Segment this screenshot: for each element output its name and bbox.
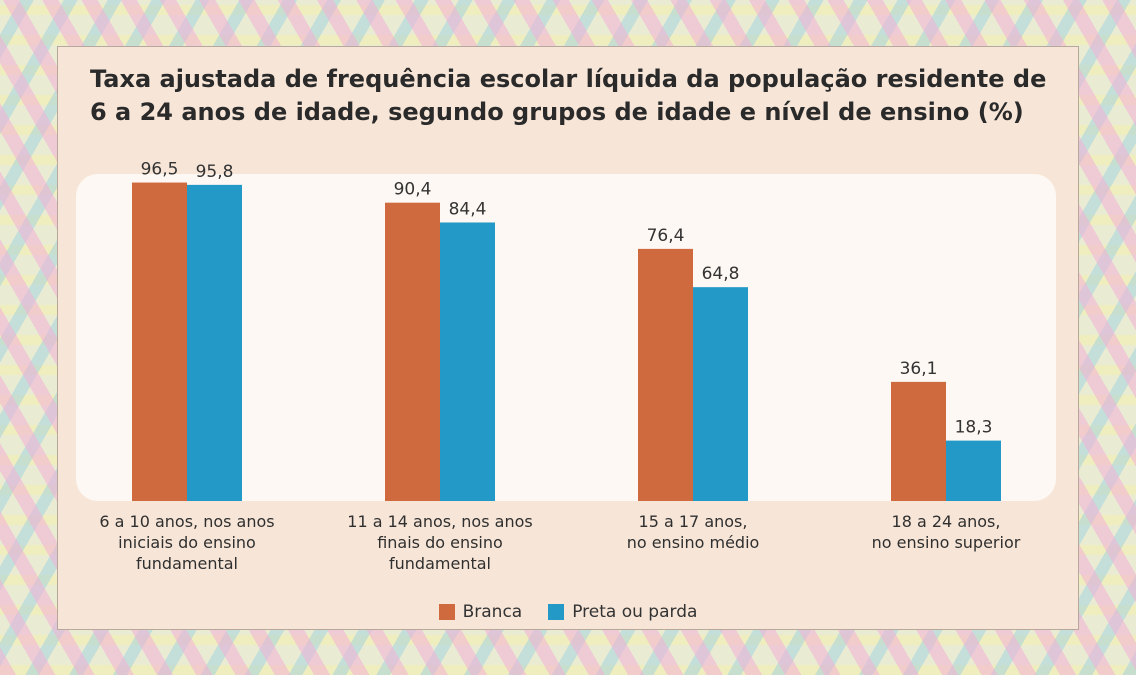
bar-preta-ou-parda-3 xyxy=(946,440,1001,501)
data-label: 36,1 xyxy=(900,359,938,379)
bar-branca-3 xyxy=(891,381,946,501)
legend: Branca Preta ou parda xyxy=(58,602,1078,622)
chart-card: Taxa ajustada de frequência escolar líqu… xyxy=(58,47,1078,629)
data-label: 84,4 xyxy=(449,199,487,219)
data-label: 95,8 xyxy=(196,162,234,182)
legend-item: Branca xyxy=(438,602,523,622)
bar-branca-2 xyxy=(638,248,693,501)
data-label: 76,4 xyxy=(647,226,685,246)
bar-chart: 96,5 95,8 90,4 84,4 76,4 64,8 36,1 18,3 xyxy=(132,160,1001,502)
category-label: 6 a 10 anos, nos anos iniciais do ensino… xyxy=(99,512,275,573)
bar-preta-ou-parda-0 xyxy=(187,184,242,502)
legend-item: Preta ou parda xyxy=(548,602,697,622)
category-label: 18 a 24 anos, no ensino superior xyxy=(871,512,1021,552)
bar-branca-0 xyxy=(132,182,187,502)
legend-label: Preta ou parda xyxy=(572,602,698,622)
legend-swatch xyxy=(438,604,455,620)
data-label: 96,5 xyxy=(141,160,179,180)
chart-title: Taxa ajustada de frequência escolar líqu… xyxy=(90,65,1047,126)
legend-label: Branca xyxy=(462,602,523,622)
bar-preta-ou-parda-2 xyxy=(693,287,748,501)
data-label: 64,8 xyxy=(702,264,740,284)
category-label: 11 a 14 anos, nos anos finais do ensino … xyxy=(347,512,533,573)
data-label: 18,3 xyxy=(955,418,993,438)
data-label: 90,4 xyxy=(394,180,432,200)
bar-preta-ou-parda-1 xyxy=(440,222,495,502)
legend-swatch xyxy=(548,604,565,620)
bar-branca-1 xyxy=(385,202,440,501)
category-label: 15 a 17 anos, no ensino médio xyxy=(626,512,760,552)
